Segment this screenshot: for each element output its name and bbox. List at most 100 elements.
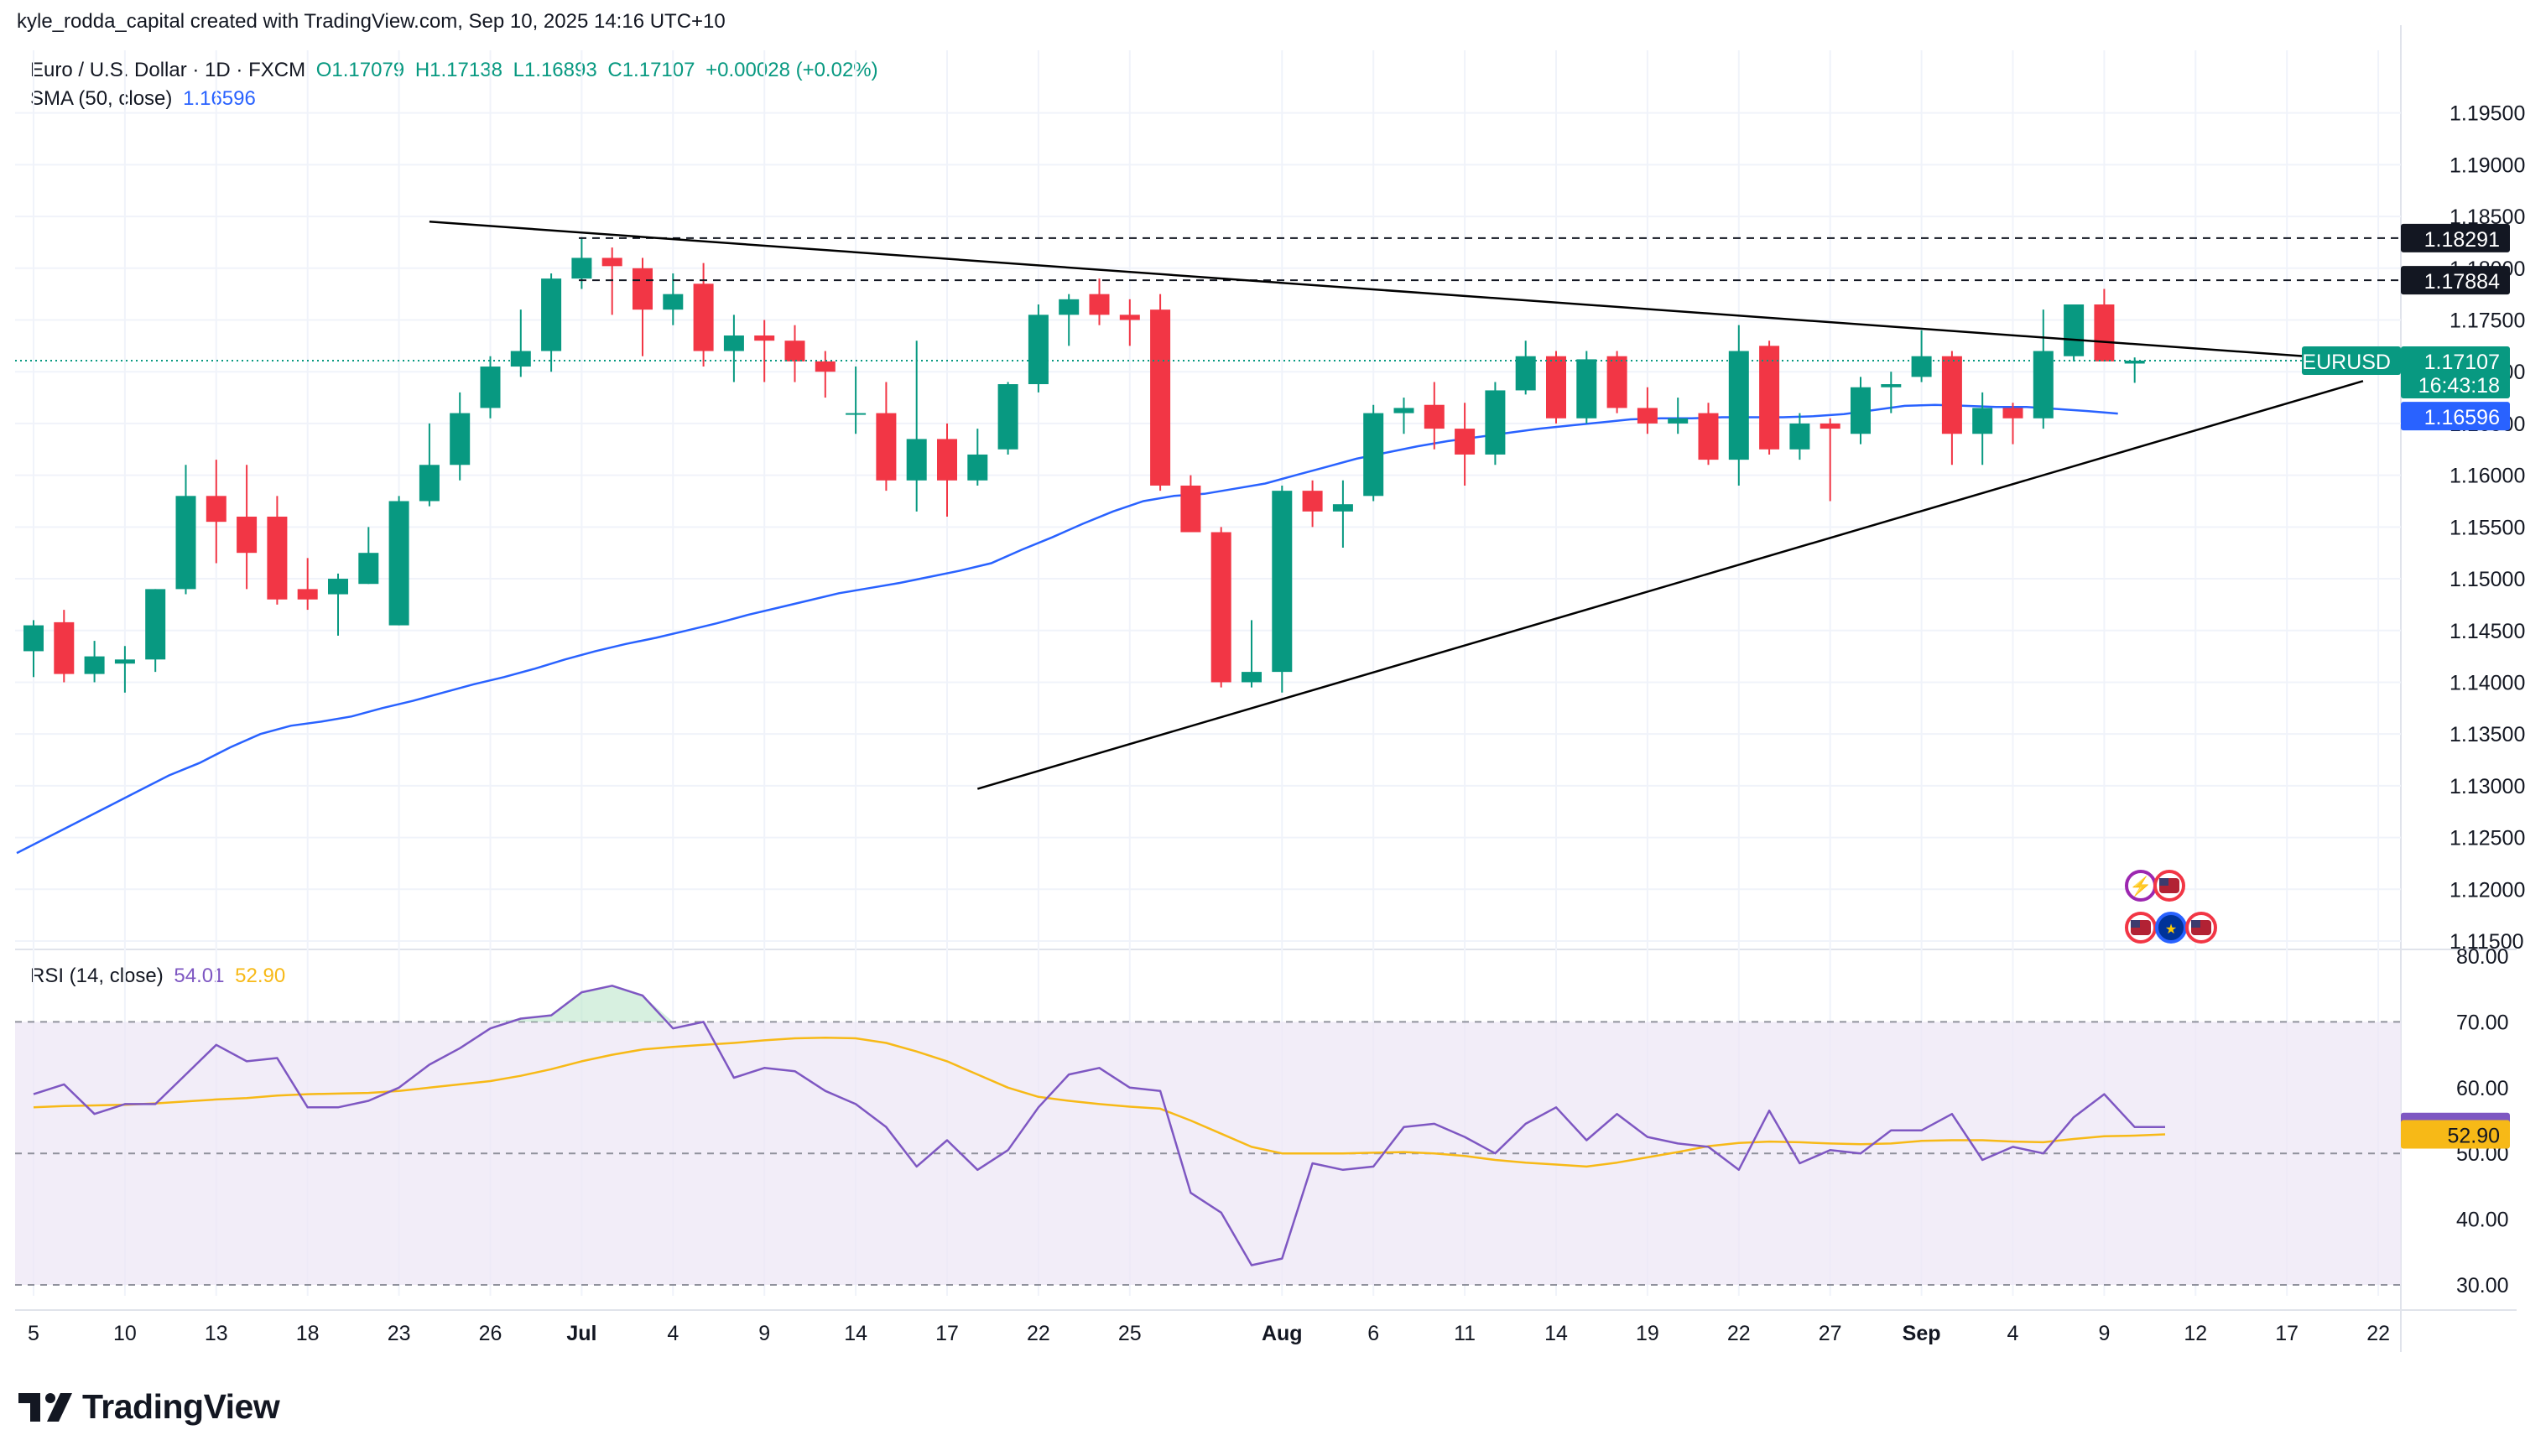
price-tick-label: 1.19000 xyxy=(2450,153,2525,177)
price-tick-label: 1.12500 xyxy=(2450,827,2525,850)
time-tick-label: 14 xyxy=(1544,1322,1568,1345)
tradingview-logo[interactable]: TradingView xyxy=(18,1387,280,1427)
candle-down xyxy=(1210,532,1231,683)
price-tick-label: 1.17500 xyxy=(2450,309,2525,333)
time-tick-label: 26 xyxy=(479,1322,502,1345)
trendline xyxy=(429,221,2333,360)
time-tick-label: 17 xyxy=(2275,1322,2299,1345)
rsi-tick-label: 30.00 xyxy=(2456,1274,2509,1297)
us-flag-event-icon-canton xyxy=(2159,878,2168,886)
price-tick-label: 1.15500 xyxy=(2450,516,2525,539)
time-tick-label: Sep xyxy=(1903,1322,1941,1345)
sma-value: 1.16596 xyxy=(183,87,256,110)
candle-down xyxy=(1637,408,1658,424)
eu-flag-event-icon: ★ xyxy=(2155,912,2187,944)
sma-label: SMA (50, close) xyxy=(30,87,173,110)
rsi-ma-value-tag: 52.90 xyxy=(2401,1120,2510,1149)
candle-down xyxy=(1759,346,1780,450)
candle-down xyxy=(1119,315,1140,320)
candle-up xyxy=(388,501,409,626)
close-value: C1.17107 xyxy=(607,59,695,81)
symbol-title: Euro / U.S. Dollar · 1D · FXCM xyxy=(30,59,306,81)
rsi-ma-value-tag-text: 52.90 xyxy=(2447,1124,2500,1147)
candle-down xyxy=(1180,485,1201,533)
candle-up xyxy=(541,278,562,351)
time-tick-label: 9 xyxy=(2098,1322,2110,1345)
candle-up xyxy=(1059,299,1080,315)
time-tick-label: 9 xyxy=(758,1322,770,1345)
rsi-line xyxy=(33,985,2165,1266)
candle-up xyxy=(571,257,592,279)
candle-down xyxy=(1089,294,1110,315)
time-tick-label: 18 xyxy=(296,1322,320,1345)
axes: 1.11500 1.12000 1.12500 1.13000 1.13500 1.140… xyxy=(28,102,2525,1345)
last-price-tag-box xyxy=(2401,346,2510,399)
candle-up xyxy=(1363,413,1384,497)
candle-up xyxy=(1028,315,1049,385)
candle-up xyxy=(1668,418,1689,424)
low-value: L1.16893 xyxy=(513,59,597,81)
candle-down xyxy=(1546,356,1566,419)
candle-up xyxy=(1972,408,1993,434)
candle-up xyxy=(450,413,471,465)
candle-down xyxy=(1941,356,1962,434)
candle-up xyxy=(663,294,684,310)
sma-price-tag: 1.16596 xyxy=(2401,402,2510,431)
candle-up xyxy=(1881,384,1902,387)
us-flag-event-icon xyxy=(2153,870,2185,902)
symbol-tag: EURUSD xyxy=(2302,346,2401,376)
candle-up xyxy=(1911,356,1932,377)
us-flag-event-icon xyxy=(2185,912,2217,944)
candle-down xyxy=(876,413,897,481)
sma-price-tag-box xyxy=(2401,402,2510,431)
tradingview-logo-icon xyxy=(18,1392,72,1422)
overlays: ⚡★ xyxy=(15,221,2401,944)
candle-up xyxy=(1272,491,1293,673)
price-tick-label: 1.14000 xyxy=(2450,671,2525,694)
change-value: +0.00028 (+0.02%) xyxy=(705,59,878,81)
trendline xyxy=(976,380,2364,790)
rsi-tick-label: 60.00 xyxy=(2456,1077,2509,1100)
rsi-label: RSI (14, close) xyxy=(30,965,164,987)
rsi-ma-value-tag-box xyxy=(2401,1120,2510,1149)
candle-up xyxy=(2124,361,2145,364)
candle-down xyxy=(1424,404,1445,429)
time-tick-label: 10 xyxy=(113,1322,137,1345)
lightning-icon: ⚡ xyxy=(2129,876,2152,897)
us-flag-event-icon-canton xyxy=(2191,920,2200,928)
price-tick-label: 1.11500 xyxy=(2450,930,2524,954)
price-tick-label: 1.19500 xyxy=(2450,102,2525,126)
candle-down xyxy=(1606,356,1627,408)
high-value: H1.17138 xyxy=(414,59,502,81)
tradingview-wordmark: TradingView xyxy=(82,1387,280,1426)
sma-legend[interactable]: SMA (50, close) 1.16596 xyxy=(30,87,261,111)
last-price-tag-text: 1.17107 xyxy=(2424,351,2500,374)
candle-up xyxy=(1851,387,1871,434)
candle-down xyxy=(633,268,653,310)
symbol-legend[interactable]: Euro / U.S. Dollar · 1D · FXCM O1.17079 … xyxy=(30,59,883,82)
candle-down xyxy=(206,496,226,523)
candle-up xyxy=(997,384,1018,450)
level-price-tag: 1.17884 xyxy=(2401,266,2510,295)
level-price-tag-text: 1.17884 xyxy=(2424,270,2500,294)
candles xyxy=(23,237,2145,693)
price-tick-label: 1.12000 xyxy=(2450,878,2525,902)
candle-up xyxy=(967,454,988,481)
symbol-tag-text: EURUSD xyxy=(2302,351,2391,374)
time-tick-label: 19 xyxy=(1636,1322,1659,1345)
candle-down xyxy=(267,517,288,600)
level-price-tag: 1.18291 xyxy=(2401,223,2510,252)
price-tick-label: 1.13500 xyxy=(2450,723,2525,746)
candle-down xyxy=(1820,423,1840,429)
candle-up xyxy=(145,589,166,660)
candle-up xyxy=(1242,672,1262,683)
price-tick-label: 1.14500 xyxy=(2450,620,2525,643)
chart-credit: kyle_rodda_capital created with TradingV… xyxy=(17,10,726,33)
candle-up xyxy=(2064,304,2085,356)
candle-up xyxy=(1332,504,1353,512)
time-tick-label: 22 xyxy=(1027,1322,1050,1345)
candle-down xyxy=(54,621,75,674)
time-tick-label: Jul xyxy=(566,1322,596,1345)
